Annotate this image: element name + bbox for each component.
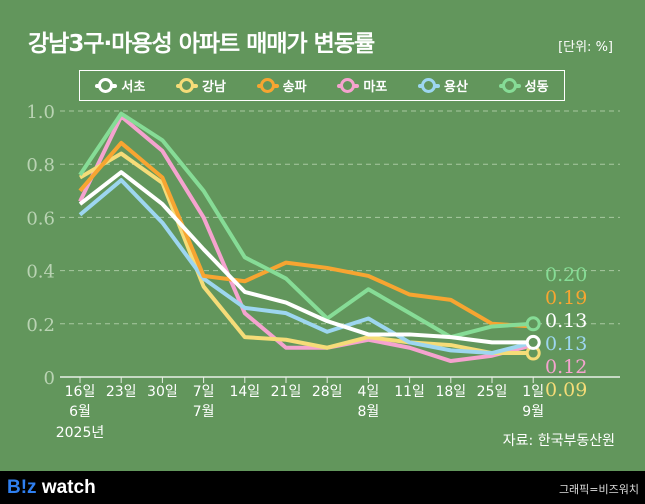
footer: B!z watch 그래픽=비즈워치 xyxy=(0,471,645,504)
graphic-credit: 그래픽=비즈워치 xyxy=(558,483,639,496)
line-chart: 0 0.2 0.4 0.6 0.8 1.0 16일 6월 23일 30일 7일 7월 14일 21일 28일… xyxy=(26,102,620,440)
legend-marker-icon xyxy=(95,77,118,93)
month-label: 7월 xyxy=(193,404,215,420)
y-tick-label: 0.6 xyxy=(26,208,55,229)
logo-b: B!z xyxy=(7,477,37,498)
series-line-서초 xyxy=(78,170,534,345)
legend-marker-icon xyxy=(417,77,440,93)
legend-item: 송파 xyxy=(256,76,307,95)
legend-label: 마포 xyxy=(363,80,388,95)
series-line-용산 xyxy=(78,178,534,356)
x-tick-label: 16일 xyxy=(65,384,96,400)
legend-item: 성동 xyxy=(498,76,549,95)
series-line-강남 xyxy=(78,151,534,356)
logo-rest: watch xyxy=(36,477,96,498)
legend-label: 송파 xyxy=(282,80,307,95)
end-marker-성동 xyxy=(525,316,541,332)
month-label: 6월 xyxy=(69,404,91,420)
y-tick-label: 0.4 xyxy=(26,262,55,283)
legend: 서초 강남 송파 마포 용산 성동 xyxy=(79,70,565,101)
legend-item: 용산 xyxy=(417,76,468,95)
unit-label: [단위: %] xyxy=(558,40,613,55)
y-tick-label: 0.2 xyxy=(26,315,55,336)
x-tick-label: 7일 xyxy=(193,384,215,400)
series-line-마포 xyxy=(78,114,534,364)
legend-marker-icon xyxy=(337,77,360,93)
legend-marker-icon xyxy=(256,77,279,93)
legend-label: 성동 xyxy=(524,80,549,95)
legend-item: 마포 xyxy=(337,76,387,95)
end-label-용산: 0.13 xyxy=(545,333,587,355)
y-tick-label: 0.8 xyxy=(26,155,55,176)
end-label-서초: 0.13 xyxy=(545,310,587,332)
x-tick-label: 11일 xyxy=(394,384,425,400)
end-label-성동: 0.20 xyxy=(545,264,587,286)
legend-item: 강남 xyxy=(176,76,226,95)
y-tick-label: 0 xyxy=(44,368,55,389)
end-label-송파: 0.19 xyxy=(545,287,587,309)
series-line-송파 xyxy=(78,140,534,329)
legend-label: 용산 xyxy=(443,80,468,95)
legend-marker-icon xyxy=(498,77,521,93)
x-tick-label: 18일 xyxy=(435,384,466,400)
series-line-성동 xyxy=(78,111,534,340)
x-tick-label: 21일 xyxy=(271,384,302,400)
month-label: 8월 xyxy=(358,404,380,420)
x-tick-label: 23일 xyxy=(106,384,137,400)
month-label: 9월 xyxy=(522,404,544,420)
x-tick-label: 30일 xyxy=(147,384,178,400)
x-tick-label: 25일 xyxy=(477,384,508,400)
chart-title: 강남3구·마용성 아파트 매매가 변동률 xyxy=(28,31,375,57)
bizwatch-logo: B!z watch xyxy=(7,477,96,499)
legend-item: 서초 xyxy=(95,76,145,95)
end-label-강남: 0.09 xyxy=(545,379,587,401)
end-marker-서초 xyxy=(525,334,541,350)
legend-label: 강남 xyxy=(202,80,226,95)
end-label-마포: 0.12 xyxy=(545,356,587,378)
x-tick-label: 4일 xyxy=(358,384,380,400)
x-tick-label: 14일 xyxy=(229,384,260,400)
legend-label: 서초 xyxy=(121,80,146,95)
x-tick-label: 1일 xyxy=(522,384,544,400)
y-tick-label: 1.0 xyxy=(26,102,55,123)
x-tick-label: 28일 xyxy=(312,384,343,400)
year-label: 2025년 xyxy=(56,425,105,440)
legend-marker-icon xyxy=(176,77,199,93)
source-label: 자료: 한국부동산원 xyxy=(502,433,615,449)
